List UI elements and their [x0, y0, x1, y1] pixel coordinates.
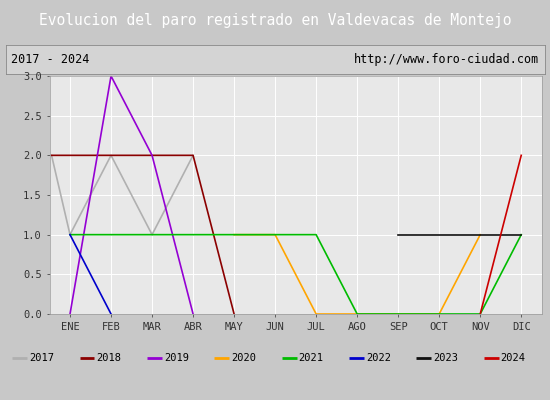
Text: 2017: 2017	[29, 353, 54, 363]
Text: 2023: 2023	[433, 353, 458, 363]
Text: http://www.foro-ciudad.com: http://www.foro-ciudad.com	[354, 53, 539, 66]
Text: 2017 - 2024: 2017 - 2024	[11, 53, 89, 66]
Text: 2020: 2020	[231, 353, 256, 363]
Text: Evolucion del paro registrado en Valdevacas de Montejo: Evolucion del paro registrado en Valdeva…	[39, 14, 512, 28]
Text: 2022: 2022	[366, 353, 391, 363]
Text: 2021: 2021	[299, 353, 323, 363]
Text: 2019: 2019	[164, 353, 189, 363]
Text: 2018: 2018	[96, 353, 122, 363]
Text: 2024: 2024	[500, 353, 526, 363]
